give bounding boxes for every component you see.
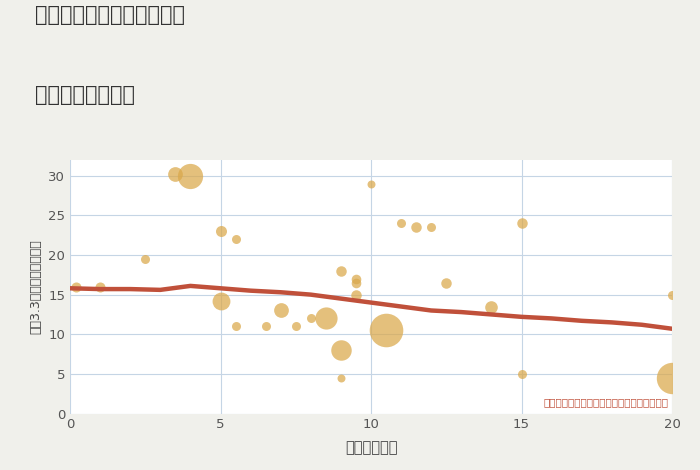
Point bbox=[290, 322, 301, 330]
Point bbox=[139, 255, 151, 263]
Point bbox=[516, 370, 527, 378]
Point bbox=[230, 322, 241, 330]
Point bbox=[516, 219, 527, 227]
Point bbox=[275, 307, 286, 314]
Point bbox=[260, 322, 271, 330]
Point bbox=[215, 297, 226, 305]
Text: 駅距離別土地価格: 駅距離別土地価格 bbox=[35, 85, 135, 105]
Y-axis label: 坪（3.3㎡）単価（万円）: 坪（3.3㎡）単価（万円） bbox=[29, 239, 43, 334]
Point bbox=[230, 235, 241, 243]
Point bbox=[666, 374, 678, 382]
Point bbox=[666, 291, 678, 298]
Text: 円の大きさは、取引のあった物件面積を示す: 円の大きさは、取引のあった物件面積を示す bbox=[544, 397, 669, 407]
Point bbox=[426, 223, 437, 231]
Point bbox=[335, 346, 346, 354]
Point bbox=[381, 327, 392, 334]
Point bbox=[441, 279, 452, 287]
Point bbox=[71, 283, 82, 290]
Point bbox=[94, 283, 106, 290]
Point bbox=[215, 227, 226, 235]
Point bbox=[170, 170, 181, 178]
Point bbox=[350, 279, 361, 287]
Text: 三重県四日市市千代田町の: 三重県四日市市千代田町の bbox=[35, 5, 185, 25]
Point bbox=[335, 267, 346, 274]
Point bbox=[365, 180, 377, 188]
Point bbox=[321, 315, 332, 322]
Point bbox=[395, 219, 407, 227]
Point bbox=[305, 315, 316, 322]
Point bbox=[185, 172, 196, 180]
Point bbox=[410, 223, 421, 231]
Point bbox=[350, 275, 361, 282]
Point bbox=[486, 303, 497, 310]
Point bbox=[335, 374, 346, 382]
Point bbox=[350, 291, 361, 298]
X-axis label: 駅距離（分）: 駅距離（分） bbox=[344, 440, 398, 455]
